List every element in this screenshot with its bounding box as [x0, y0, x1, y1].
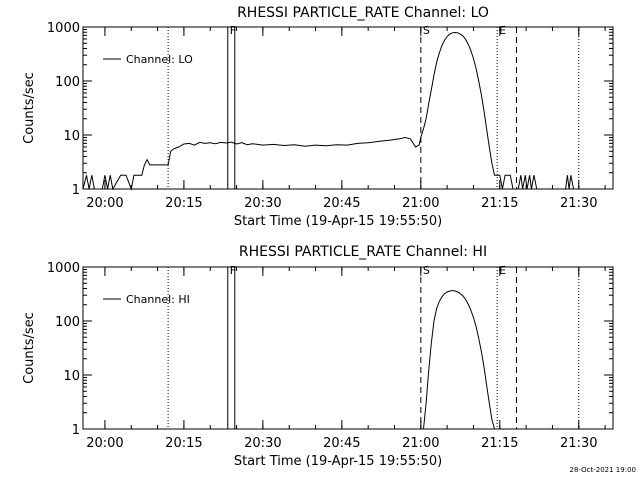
y-tick-label: 10 — [63, 369, 80, 384]
y-tick-label: 1 — [72, 183, 80, 198]
y-axis-label: Counts/sec — [22, 72, 37, 144]
x-tick-label: 20:00 — [86, 436, 123, 451]
x-tick-label: 21:00 — [402, 436, 439, 451]
x-tick-label: 20:45 — [323, 196, 360, 211]
event-marker-label: S — [423, 24, 430, 37]
x-tick-label: 20:30 — [244, 196, 281, 211]
plot-frame — [82, 266, 614, 430]
chart-title: RHESSI PARTICLE_RATE Channel: LO — [237, 5, 489, 21]
chart-title: RHESSI PARTICLE_RATE Channel: HI — [239, 244, 487, 260]
y-axis-label: Counts/sec — [22, 312, 37, 384]
footer-timestamp: 28-Oct-2021 19:00 — [569, 466, 636, 474]
y-tick-label: 100 — [55, 315, 80, 330]
y-tick-label: 1 — [72, 423, 80, 438]
event-marker-label: S — [423, 264, 430, 277]
y-tick-label: 1000 — [47, 261, 80, 276]
x-tick-label: 21:30 — [560, 196, 597, 211]
x-axis-label: Start Time (19-Apr-15 19:55:50) — [234, 214, 442, 229]
y-tick-label: 10 — [63, 129, 80, 144]
legend-label: Channel: HI — [126, 293, 190, 306]
plot-frame — [82, 26, 614, 190]
event-marker-label: F — [230, 264, 236, 277]
event-marker-label: F — [230, 24, 236, 37]
x-tick-label: 20:30 — [244, 436, 281, 451]
x-tick-label: 20:15 — [165, 196, 202, 211]
x-tick-label: 20:15 — [165, 436, 202, 451]
series-line — [82, 31, 574, 191]
x-tick-label: 21:30 — [560, 436, 597, 451]
y-tick-label: 100 — [55, 75, 80, 90]
series-line — [423, 290, 495, 430]
x-tick-label: 21:00 — [402, 196, 439, 211]
x-tick-label: 20:00 — [86, 196, 123, 211]
event-marker-label: E — [499, 264, 506, 277]
x-tick-label: 20:45 — [323, 436, 360, 451]
chart-panel-1: RHESSI PARTICLE_RATE Channel: LO 1 10 100 10… — [22, 5, 614, 229]
x-tick-label: 21:15 — [481, 196, 518, 211]
y-tick-label: 1000 — [47, 21, 80, 36]
x-tick-label: 21:15 — [481, 436, 518, 451]
x-axis-label: Start Time (19-Apr-15 19:55:50) — [234, 454, 442, 469]
chart-panel-2: RHESSI PARTICLE_RATE Channel: HI 1 10 100 10… — [22, 244, 614, 469]
legend-label: Channel: LO — [126, 53, 193, 66]
event-marker-label: E — [499, 24, 506, 37]
